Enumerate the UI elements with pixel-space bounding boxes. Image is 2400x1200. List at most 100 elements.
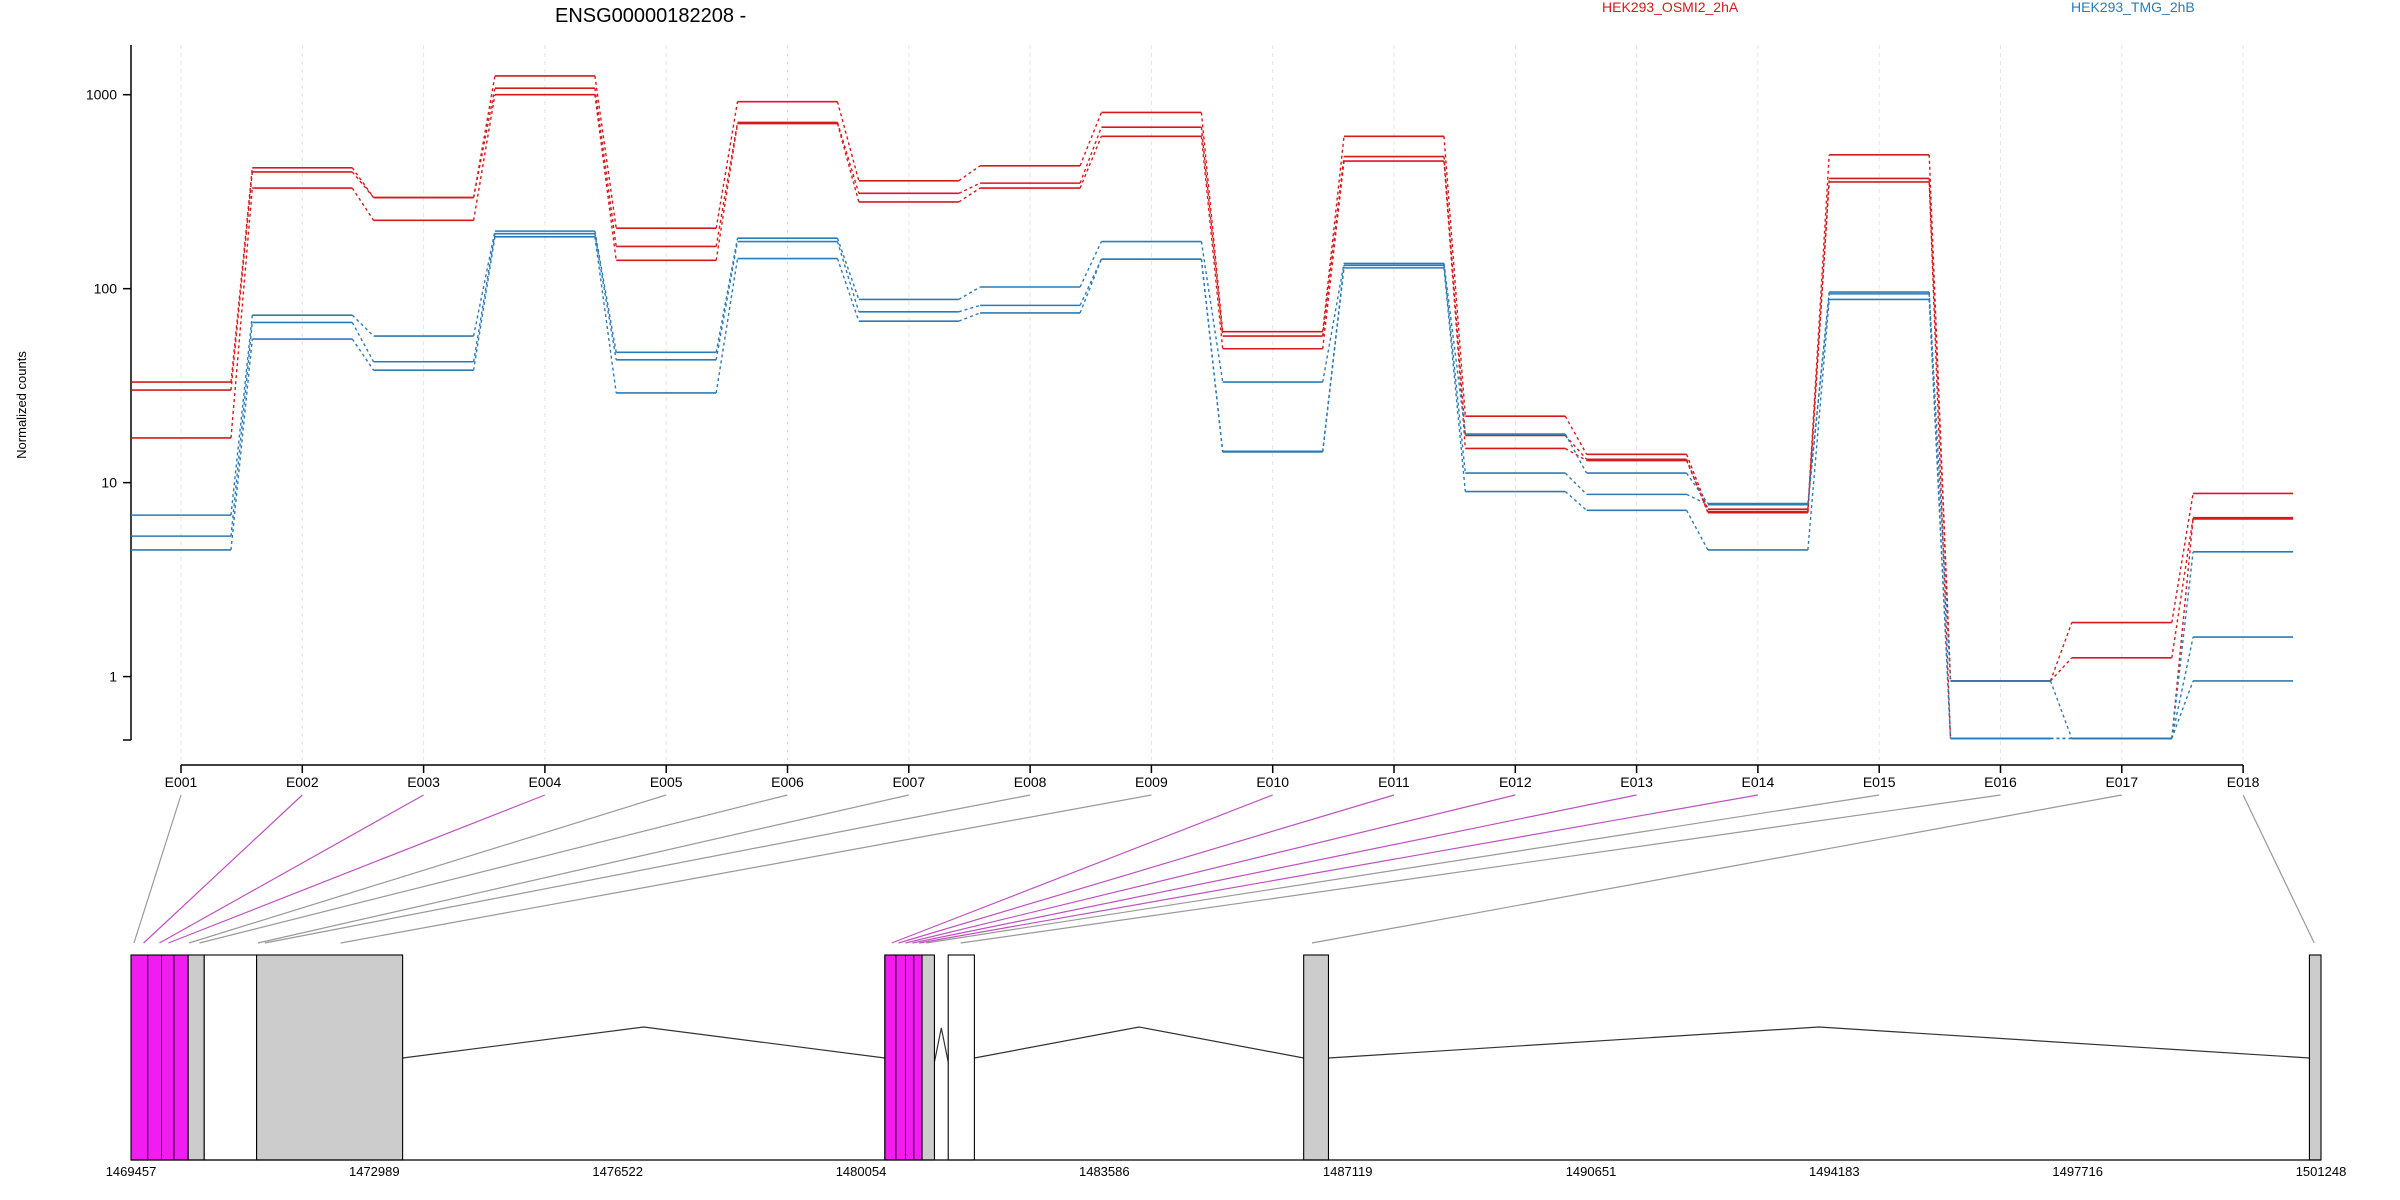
series-4-step-13 bbox=[1807, 293, 1830, 505]
series-5-step-16 bbox=[2171, 551, 2194, 739]
series-1-step-9 bbox=[1322, 156, 1345, 337]
exon-block-6 bbox=[947, 954, 975, 1161]
genomic-coord-label-7: 1494183 bbox=[1809, 1164, 1860, 1179]
connector-e016 bbox=[960, 794, 2001, 944]
series-3-step-16 bbox=[2171, 636, 2194, 739]
series-4-step-6 bbox=[958, 304, 981, 313]
series-0-step-12 bbox=[1685, 454, 1709, 510]
series-2-step-2 bbox=[472, 94, 496, 221]
series-3-step-3 bbox=[594, 231, 617, 353]
series-0-step-3 bbox=[594, 75, 617, 229]
series-0-step-5 bbox=[836, 101, 860, 181]
x-tick-label-e014: E014 bbox=[1742, 774, 1775, 790]
x-tick-label-e002: E002 bbox=[286, 774, 319, 790]
exon-block-0 bbox=[130, 954, 189, 1161]
exon-block-5 bbox=[921, 954, 935, 1161]
series-5-step-11 bbox=[1564, 490, 1588, 511]
series-0-step-14 bbox=[1928, 154, 1952, 681]
series-1-step-7 bbox=[1079, 126, 1103, 184]
series-1-step-11 bbox=[1564, 435, 1588, 460]
x-tick-label-e012: E012 bbox=[1499, 774, 1532, 790]
connector-e018 bbox=[2242, 794, 2315, 944]
connector-e014 bbox=[919, 794, 1759, 944]
series-1-step-14 bbox=[1928, 178, 1952, 681]
series-0-step-11 bbox=[1564, 415, 1588, 455]
x-tick-label-e013: E013 bbox=[1620, 774, 1653, 790]
series-4-step-16 bbox=[2171, 680, 2194, 739]
series-2-step-13 bbox=[1807, 181, 1830, 512]
series-5-step-10 bbox=[1443, 267, 1466, 492]
series-4-step-9 bbox=[1322, 265, 1345, 452]
connector-e012 bbox=[905, 794, 1516, 944]
series-3-step-5 bbox=[836, 237, 860, 300]
series-3-step-14 bbox=[1928, 292, 1952, 681]
chart-title: ENSG00000182208 - bbox=[555, 5, 746, 27]
series-5-step-5 bbox=[836, 258, 860, 322]
series-2-step-5 bbox=[836, 123, 860, 203]
series-0-step-13 bbox=[1807, 154, 1830, 510]
series-4-step-2 bbox=[472, 233, 496, 362]
series-1-step-10 bbox=[1443, 156, 1466, 436]
series-2-step-9 bbox=[1322, 160, 1345, 349]
connector-e015 bbox=[926, 794, 1880, 944]
series-3-step-4 bbox=[715, 238, 739, 353]
series-5-step-8 bbox=[1200, 259, 1224, 452]
genomic-coord-label-5: 1487119 bbox=[1323, 1164, 1373, 1179]
series-4-step-12 bbox=[1686, 493, 1709, 506]
legend-label-tmg: HEK293_TMG_2hB bbox=[2071, 0, 2195, 15]
connector-e013 bbox=[912, 794, 1637, 944]
connector-e007 bbox=[257, 794, 909, 944]
intron-0 bbox=[402, 1026, 885, 1059]
series-0-step-9 bbox=[1322, 136, 1345, 332]
series-5-step-4 bbox=[715, 258, 739, 394]
intron-1 bbox=[974, 1026, 1304, 1059]
series-0-step-4 bbox=[715, 101, 739, 229]
y-tick-label-100: 100 bbox=[94, 281, 118, 297]
series-5-step-12 bbox=[1685, 509, 1709, 551]
series-0-step-7 bbox=[1079, 112, 1103, 167]
series-1-step-6 bbox=[958, 182, 981, 194]
x-tick-label-e005: E005 bbox=[650, 774, 683, 790]
series-4-step-3 bbox=[594, 233, 617, 360]
genomic-coord-label-0: 1469457 bbox=[106, 1164, 157, 1179]
series-5-step-1 bbox=[351, 338, 375, 371]
connector-e005 bbox=[188, 794, 667, 944]
genomic-coord-label-4: 1483586 bbox=[1079, 1164, 1130, 1179]
series-0-step-6 bbox=[958, 165, 981, 182]
series-0-step-8 bbox=[1200, 112, 1224, 332]
series-4-step-10 bbox=[1443, 265, 1466, 474]
series-4-step-5 bbox=[836, 241, 860, 312]
series-2-step-14 bbox=[1928, 181, 1952, 739]
series-1-step-15 bbox=[2049, 657, 2073, 682]
series-1-step-5 bbox=[836, 122, 860, 194]
series-3-step-2 bbox=[472, 230, 496, 337]
genomic-coord-label-2: 1476522 bbox=[592, 1164, 643, 1179]
series-3-step-11 bbox=[1564, 433, 1588, 474]
connector-e017 bbox=[1311, 794, 2122, 944]
y-tick-label-1: 1 bbox=[109, 669, 117, 685]
series-1-step-4 bbox=[715, 122, 739, 247]
series-2-step-7 bbox=[1079, 136, 1103, 189]
genomic-coord-label-1: 1472989 bbox=[349, 1164, 400, 1179]
x-tick-label-e003: E003 bbox=[407, 774, 440, 790]
connector-e003 bbox=[159, 794, 424, 944]
connector-e011 bbox=[898, 794, 1395, 944]
exon-block-2 bbox=[203, 954, 258, 1161]
exon-block-8 bbox=[2308, 954, 2322, 1161]
exon-block-7 bbox=[1303, 954, 1330, 1161]
genomic-coord-label-8: 1497716 bbox=[2052, 1164, 2103, 1179]
legend-label-osmi2: HEK293_OSMI2_2hA bbox=[1602, 0, 1739, 15]
exon-block-3 bbox=[256, 954, 404, 1161]
series-0-step-10 bbox=[1443, 136, 1466, 417]
series-2-step-16 bbox=[2171, 518, 2194, 739]
gene-model: 1469457 1472989 1476522 1480054 1483586 14871… bbox=[106, 794, 2346, 1179]
x-tick-label-e004: E004 bbox=[529, 774, 562, 790]
series-1-step-3 bbox=[594, 88, 617, 247]
genomic-coord-label-6: 1490651 bbox=[1566, 1164, 1617, 1179]
series-4-step-4 bbox=[715, 241, 739, 360]
series-2-step-1 bbox=[351, 187, 375, 221]
series-2-step-6 bbox=[958, 187, 981, 203]
series-0-step-15 bbox=[2049, 622, 2073, 682]
x-tick-label-e010: E010 bbox=[1256, 774, 1289, 790]
